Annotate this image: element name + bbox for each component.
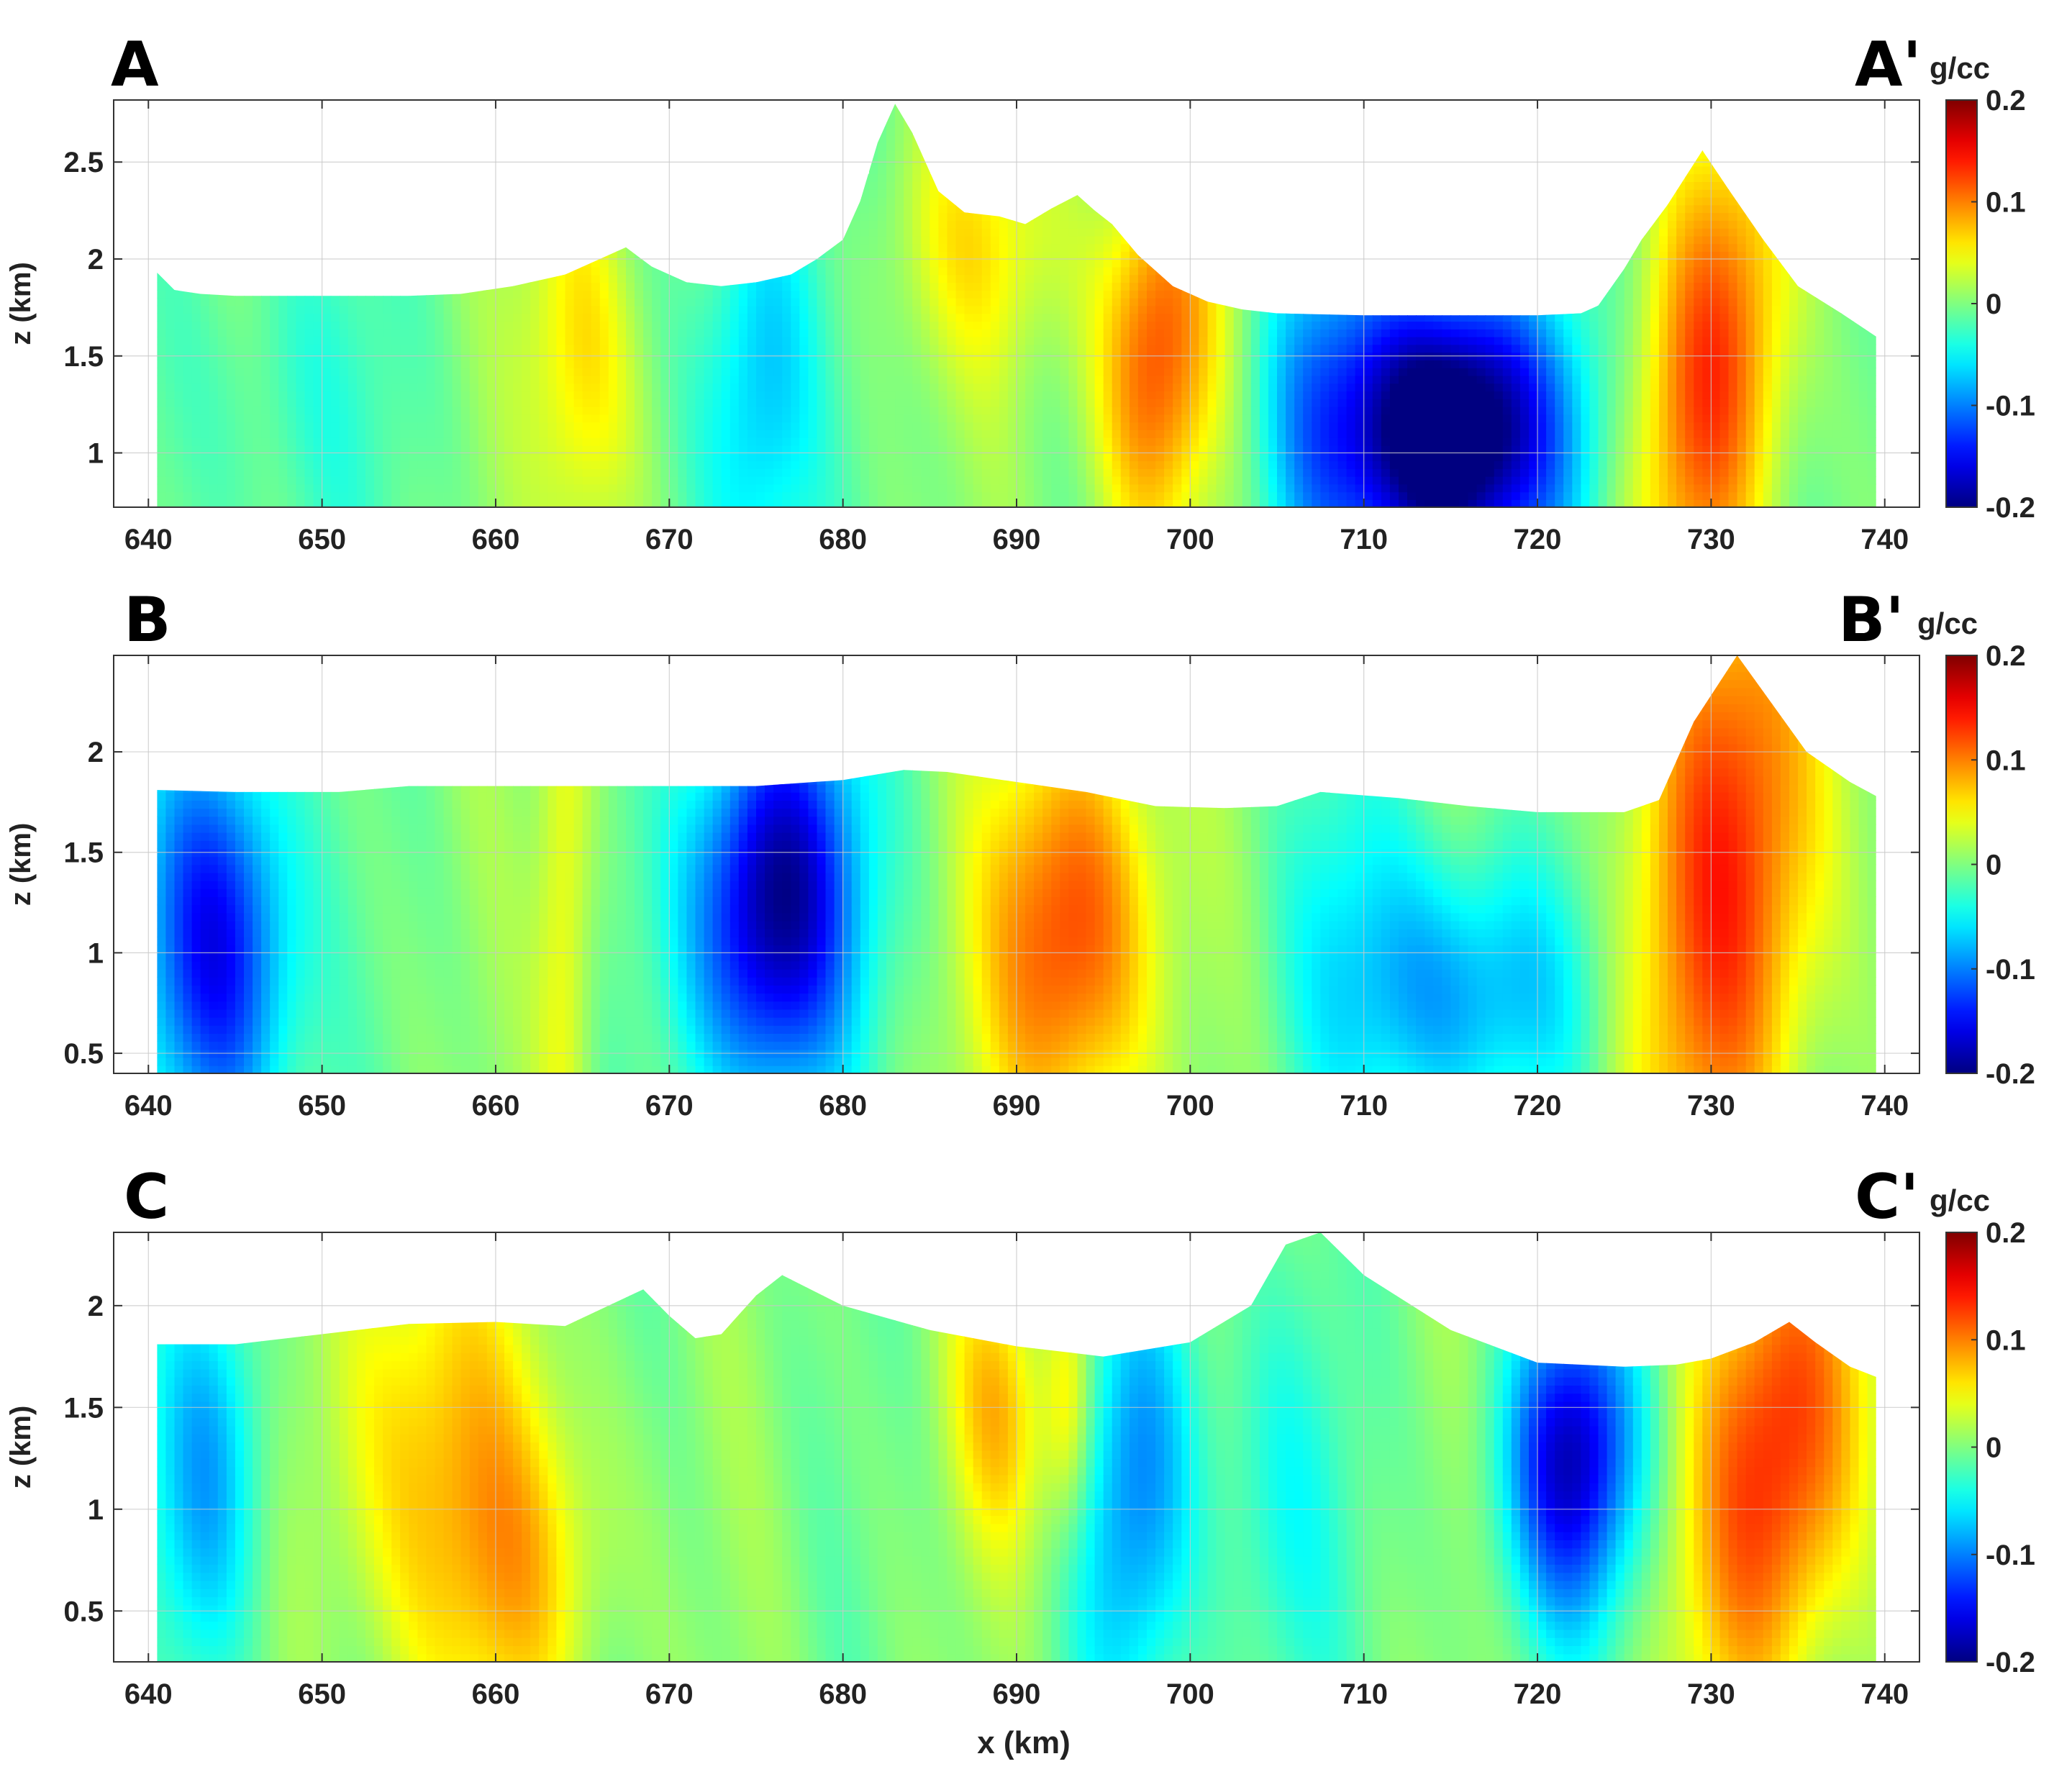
panel-a-colorbar-tick-label: 0.1	[1986, 187, 2026, 219]
panel-a-y-tick-label: 2.5	[63, 147, 104, 178]
panel-a-x-tick-label: 650	[298, 524, 346, 555]
panel-c-x-tick-label: 700	[1166, 1678, 1214, 1710]
panel-b-x-tick-label: 740	[1860, 1090, 1909, 1122]
panel-c-colorbar-tick-label: 0.2	[1986, 1217, 2026, 1249]
panel-c-x-tick-label: 730	[1687, 1678, 1735, 1710]
panel-b-label-right: B'	[1838, 584, 1904, 656]
panel-b-axes: 640 650 660 670 680 690 700 710 720 730 740 0.5 1 1.5…	[63, 655, 1920, 1122]
panel-a-colorbar-tick-label: 0.2	[1986, 85, 2026, 117]
panel-c-colorbar-tick-label: -0.1	[1986, 1540, 2035, 1571]
panel-b-density-field	[157, 655, 1876, 1073]
panel-a-label-right: A'	[1855, 29, 1922, 101]
panel-a-x-tick-label: 740	[1860, 524, 1909, 555]
panel-a-colorbar-tick-label: -0.2	[1986, 492, 2035, 524]
panel-b-y-tick-label: 1.5	[63, 837, 104, 869]
panel-b-y-tick-label: 1	[88, 937, 104, 969]
panel-c-y-tick-label: 2	[88, 1291, 104, 1322]
panel-c-x-tick-label: 660	[472, 1678, 520, 1710]
panel-b-y-axis-title: z (km)	[5, 823, 37, 906]
panel-a-label-left: A	[111, 29, 159, 101]
panel-b-y-tick-label: 2	[88, 737, 104, 768]
panel-a-x-tick-label: 680	[819, 524, 867, 555]
panel-c-y-tick-label: 1.5	[63, 1392, 104, 1424]
panel-a-density-field	[157, 104, 1876, 507]
panel-b-x-tick-label: 650	[298, 1090, 346, 1122]
panel-c-x-tick-label: 640	[124, 1678, 173, 1710]
panel-a-y-tick-label: 2	[88, 244, 104, 276]
panel-b-x-tick-label: 710	[1340, 1090, 1388, 1122]
panel-a-grid	[114, 100, 1919, 507]
panel-b-x-tick-label: 640	[124, 1090, 173, 1122]
panel-b-colorbar-tick-label: -0.1	[1986, 954, 2035, 986]
panel-a-x-tick-label: 730	[1687, 524, 1735, 555]
panel-b-grid	[114, 655, 1919, 1073]
panel-c-label-right: C'	[1855, 1161, 1919, 1233]
panel-b: 640 650 660 670 680 690 700 710 720 730 740 0.5 1 1.5…	[5, 584, 2035, 1122]
panel-c-x-tick-label: 710	[1340, 1678, 1388, 1710]
panel-c-axes: 640 650 660 670 680 690 700 710 720 730 740 0.5 1 1.5…	[63, 1232, 1920, 1710]
panel-c-colorbar-tick-label: 0	[1986, 1432, 2001, 1464]
panel-b-colorbar-tick-label: 0.2	[1986, 640, 2026, 672]
panel-b-colorbar-unit: g/cc	[1917, 606, 1978, 640]
panel-b-y-tick-label: 0.5	[63, 1038, 104, 1070]
panel-a-x-tick-label: 710	[1340, 524, 1388, 555]
panel-c-colorbar-unit: g/cc	[1930, 1183, 1990, 1217]
panel-a-y-tick-label: 1.5	[63, 341, 104, 373]
panel-b-x-tick-label: 680	[819, 1090, 867, 1122]
panel-c-x-tick-label: 720	[1514, 1678, 1562, 1710]
panel-a-x-tick-label: 690	[993, 524, 1041, 555]
panel-b-x-tick-label: 720	[1514, 1090, 1562, 1122]
panel-a-colorbar: -0.2 -0.1 0 0.1 0.2	[1945, 85, 2035, 524]
panel-a-colorbar-tick-label: -0.1	[1986, 391, 2035, 422]
panel-a-x-tick-label: 640	[124, 524, 173, 555]
panel-c-label-left: C	[124, 1161, 169, 1233]
panel-b-x-tick-label: 670	[645, 1090, 694, 1122]
panel-b-colorbar-tick-label: 0	[1986, 850, 2001, 881]
panel-a-colorbar-tick-label: 0	[1986, 288, 2001, 320]
panel-b-colorbar-tick-label: 0.1	[1986, 745, 2026, 776]
panel-b-x-tick-label: 690	[993, 1090, 1041, 1122]
panel-c-x-tick-label: 650	[298, 1678, 346, 1710]
panel-a-axes: 640 650 660 670 680 690 700 710 720 730 740 1 1.5 2 2.…	[63, 99, 1920, 555]
panel-c-colorbar-tick-label: 0.1	[1986, 1324, 2026, 1356]
panel-a-x-tick-label: 720	[1514, 524, 1562, 555]
panel-c-y-tick-label: 0.5	[63, 1596, 104, 1627]
panel-a: 640 650 660 670 680 690 700 710 720 730 740 1 1.5 2 2.…	[5, 29, 2035, 555]
panel-c-x-tick-label: 680	[819, 1678, 867, 1710]
panel-c-colorbar: -0.2 -0.1 0 0.1 0.2	[1945, 1217, 2035, 1678]
panel-c: 640 650 660 670 680 690 700 710 720 730 740 0.5 1 1.5…	[5, 1161, 2035, 1710]
panel-c-x-tick-label: 740	[1860, 1678, 1909, 1710]
panel-c-y-tick-label: 1	[88, 1494, 104, 1526]
panel-b-x-tick-label: 730	[1687, 1090, 1735, 1122]
panel-a-colorbar-unit: g/cc	[1930, 51, 1990, 85]
panel-c-x-tick-label: 690	[993, 1678, 1041, 1710]
panel-b-colorbar-tick-label: -0.2	[1986, 1058, 2035, 1090]
panel-b-colorbar: -0.2 -0.1 0 0.1 0.2	[1945, 640, 2035, 1090]
panel-a-y-tick-label: 1	[88, 438, 104, 470]
panel-a-x-tick-label: 660	[472, 524, 520, 555]
panel-b-label-left: B	[124, 584, 171, 656]
panel-a-x-tick-label: 670	[645, 524, 694, 555]
panel-b-x-tick-label: 700	[1166, 1090, 1214, 1122]
panel-a-y-axis-title: z (km)	[5, 262, 37, 345]
panel-c-colorbar-tick-label: -0.2	[1986, 1647, 2035, 1678]
x-axis-title: x (km)	[977, 1725, 1071, 1760]
panel-a-x-tick-label: 700	[1166, 524, 1214, 555]
panel-c-x-tick-label: 670	[645, 1678, 694, 1710]
panel-c-grid	[114, 1232, 1919, 1662]
panel-b-x-tick-label: 660	[472, 1090, 520, 1122]
panel-c-y-axis-title: z (km)	[5, 1406, 37, 1489]
